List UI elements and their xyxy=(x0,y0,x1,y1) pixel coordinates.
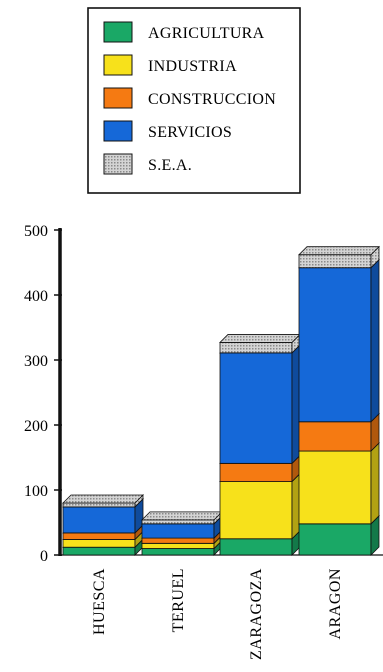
bar-segment-industria xyxy=(62,539,136,548)
bar-segment-industria xyxy=(141,542,215,549)
y-tick-label: 400 xyxy=(24,288,48,305)
bar-segment-sea xyxy=(219,342,293,354)
bar-segment-agricultura xyxy=(141,548,215,556)
y-tick-label: 500 xyxy=(24,223,48,240)
bar-segment-sea xyxy=(141,519,215,525)
x-tick-label: HUESCA xyxy=(91,568,108,635)
x-tick-label: ARAGON xyxy=(327,568,344,639)
bar-segment-servicios-side xyxy=(370,258,380,423)
bar-segment-servicios xyxy=(62,506,136,534)
bar-segment-industria xyxy=(298,450,372,525)
bar-segment-servicios xyxy=(298,267,372,423)
bar-stack-zaragoza xyxy=(219,333,301,556)
bar-segment-servicios xyxy=(141,523,215,539)
bar-stack-huesca xyxy=(62,494,144,556)
x-tick-label: TERUEL xyxy=(170,568,187,632)
bar-segment-construccion xyxy=(141,537,215,544)
bar-segment-sea xyxy=(62,502,136,508)
bar-segment-agricultura xyxy=(219,538,293,556)
bar-segment-industria xyxy=(219,481,293,540)
y-tick-label: 300 xyxy=(24,353,48,370)
x-tick-label: ZARAGOZA xyxy=(248,568,265,660)
bar-segment-sea xyxy=(298,254,372,269)
bar-segment-agricultura xyxy=(62,546,136,556)
legend-swatch-agricultura xyxy=(103,21,133,43)
bar-segment-sea-top xyxy=(141,511,223,521)
bar-segment-construccion xyxy=(298,421,372,452)
legend-label: INDUSTRIA xyxy=(148,58,237,75)
legend: AGRICULTURA INDUSTRIA CONSTRUCCION SERVICIO… xyxy=(87,7,301,194)
bar-segment-construccion xyxy=(219,462,293,482)
legend-label: CONSTRUCCION xyxy=(148,91,276,108)
bar-segment-sea-top xyxy=(219,334,301,343)
legend-swatch-industria xyxy=(103,54,133,76)
bar-stack-aragon xyxy=(298,245,380,556)
bar-segment-industria-side xyxy=(370,442,380,525)
legend-label: AGRICULTURA xyxy=(148,25,265,42)
legend-swatch-servicios xyxy=(103,120,133,142)
bar-segment-agricultura xyxy=(298,523,372,556)
legend-swatch-sea xyxy=(103,153,133,175)
legend-label: S.E.A. xyxy=(148,157,192,174)
bar-stack-teruel xyxy=(141,510,223,556)
plot-area: 0 100 200 300 400 500 HUESCA TERUEL ZARAGOZA ARAG… xyxy=(24,223,383,660)
bar-segment-sea-top xyxy=(62,494,144,504)
bar-segment-sea-top xyxy=(298,246,380,256)
bar-segment-servicios xyxy=(219,352,293,464)
legend-label: SERVICIOS xyxy=(148,124,232,141)
y-tick-label: 200 xyxy=(24,418,48,435)
y-tick-label: 0 xyxy=(40,548,48,565)
y-tick-label: 100 xyxy=(24,483,48,500)
legend-swatch-construccion xyxy=(103,87,133,109)
bar-segment-construccion xyxy=(62,532,136,540)
